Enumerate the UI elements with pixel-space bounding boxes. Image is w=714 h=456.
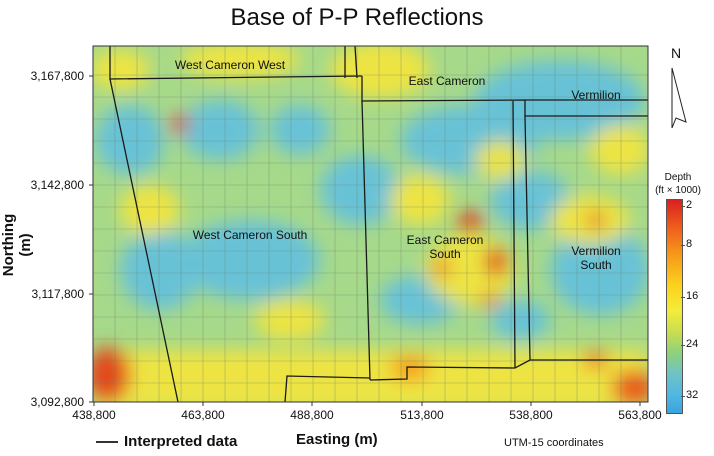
x-tick-label: 463,800 (181, 408, 225, 422)
axis-ticks (89, 75, 641, 406)
region-label-west-cameron-south: West Cameron South (192, 228, 308, 242)
interpreted-data-legend-swatch (96, 441, 118, 443)
north-label: N (671, 46, 681, 61)
north-arrow-icon: N (671, 46, 687, 129)
colorbar-title: Depth (ft × 1000) (648, 171, 708, 197)
coordinate-note: UTM-15 coordinates (504, 437, 604, 449)
depth-colorbar (666, 199, 683, 414)
block-boundaries (109, 46, 648, 402)
x-tick-label: 513,800 (400, 408, 444, 422)
colorbar-title-line: (ft × 1000) (655, 185, 701, 196)
region-label-line: South (580, 258, 612, 272)
y-tick-label: 3,167,800 (30, 69, 84, 83)
region-label-line: East Cameron (406, 233, 484, 247)
colorbar-tick (681, 345, 685, 346)
colorbar-tick-label: 32 (686, 389, 699, 401)
colorbar-tick (681, 245, 685, 246)
x-tick-label: 563,800 (618, 408, 662, 422)
region-label-line: Vermilion (571, 244, 621, 258)
region-label-vermilion-south: Vermilion South (556, 244, 636, 272)
region-label-east-cameron: East Cameron (408, 74, 486, 88)
y-axis-title: Northing (m) (0, 213, 34, 277)
x-tick-label: 538,800 (509, 408, 553, 422)
colorbar-tick-label: 24 (686, 338, 699, 350)
colorbar-tick-label: 8 (686, 238, 693, 250)
colorbar-tick (681, 396, 685, 397)
region-label-east-cameron-south: East Cameron South (390, 233, 500, 261)
region-label-vermilion: Vermilion (571, 88, 621, 102)
colorbar-tick-label: 2 (686, 199, 693, 211)
y-tick-label: 3,092,800 (30, 395, 84, 409)
region-label-line: South (429, 247, 461, 261)
shallow-areas (93, 46, 648, 402)
interpreted-data-legend-label: Interpreted data (124, 433, 238, 450)
colorbar-tick (681, 297, 685, 298)
colorbar-tick-label: 16 (686, 290, 699, 302)
deep-areas (95, 60, 648, 340)
y-tick-label: 3,142,800 (30, 178, 84, 192)
grid (93, 46, 648, 402)
region-label-west-cameron-west: West Cameron West (174, 58, 286, 72)
x-axis-title: Easting (m) (296, 431, 378, 448)
colorbar-title-line: Depth (664, 172, 692, 183)
map-frame (92, 45, 649, 403)
y-tick-label: 3,117,800 (31, 287, 85, 301)
x-tick-label: 488,800 (290, 408, 334, 422)
colorbar-tick (681, 206, 685, 207)
map-title: Base of P-P Reflections (230, 4, 484, 31)
x-tick-label: 438,800 (72, 408, 116, 422)
